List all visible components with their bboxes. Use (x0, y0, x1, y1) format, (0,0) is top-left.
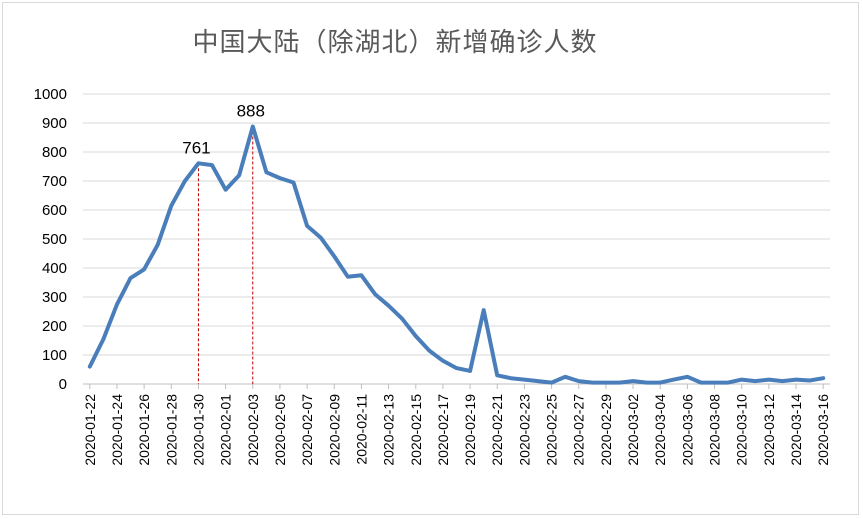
x-tick-label: 2020-02-09 (326, 394, 342, 466)
x-tick-label: 2020-03-06 (679, 394, 695, 466)
y-tick-label: 300 (42, 289, 67, 306)
x-tick-label: 2020-02-15 (408, 394, 424, 466)
x-tick-label: 2020-03-16 (815, 394, 831, 466)
y-tick-label: 800 (42, 144, 67, 161)
chart-title: 中国大陆（除湖北）新增确诊人数 (192, 28, 598, 58)
x-tick-label: 2020-02-11 (353, 394, 369, 465)
x-tick-label: 2020-03-14 (788, 394, 804, 466)
y-tick-label: 700 (42, 173, 67, 190)
y-tick-label: 400 (42, 260, 67, 277)
x-tick-label: 2020-01-28 (163, 394, 179, 466)
x-tick-label: 2020-02-13 (381, 394, 397, 466)
y-tick-label: 0 (59, 376, 67, 393)
y-axis-ticks: 0 100 200 300 400 500 600 700 800 900 1000 (34, 86, 67, 393)
x-tick-label: 2020-01-30 (190, 394, 206, 466)
x-tick-label: 2020-01-24 (109, 394, 125, 466)
x-tick-label: 2020-02-03 (245, 394, 261, 466)
x-tick-label: 2020-02-27 (571, 394, 587, 466)
data-labels: 761 888 (182, 101, 265, 157)
data-label: 761 (182, 138, 210, 157)
y-tick-label: 200 (42, 318, 67, 335)
x-tick-label: 2020-02-05 (272, 394, 288, 466)
x-tick-label: 2020-02-19 (462, 394, 478, 466)
x-tick-label: 2020-02-21 (489, 394, 505, 466)
series-line (87, 124, 826, 385)
x-tick-label: 2020-01-26 (136, 394, 152, 466)
gridlines (83, 93, 830, 385)
y-tick-label: 100 (42, 347, 67, 364)
x-tick-label: 2020-03-08 (707, 394, 723, 466)
x-tick-label: 2020-03-02 (625, 394, 641, 466)
annotation-markers (197, 126, 254, 384)
x-tick-label: 2020-03-10 (734, 394, 750, 466)
y-tick-label: 900 (42, 115, 67, 132)
x-tick-label: 2020-02-29 (598, 394, 614, 466)
x-tick-label: 2020-02-25 (544, 394, 560, 466)
x-tick-label: 2020-01-22 (82, 394, 98, 466)
y-tick-label: 500 (42, 231, 67, 248)
x-tick-label: 2020-02-07 (299, 394, 315, 466)
x-tick-label: 2020-02-17 (435, 394, 451, 466)
x-tick-label: 2020-02-01 (218, 394, 234, 466)
x-tick-label: 2020-03-04 (652, 394, 668, 466)
y-tick-label: 1000 (34, 86, 67, 103)
x-axis-ticks: 2020-01-22 2020-01-24 2020-01-26 2020-01-28… (82, 384, 831, 466)
y-tick-label: 600 (42, 202, 67, 219)
series-line-group (87, 124, 826, 385)
x-tick-label: 2020-03-12 (761, 394, 777, 466)
x-tick-label: 2020-02-23 (516, 394, 532, 466)
data-label: 888 (237, 101, 265, 120)
